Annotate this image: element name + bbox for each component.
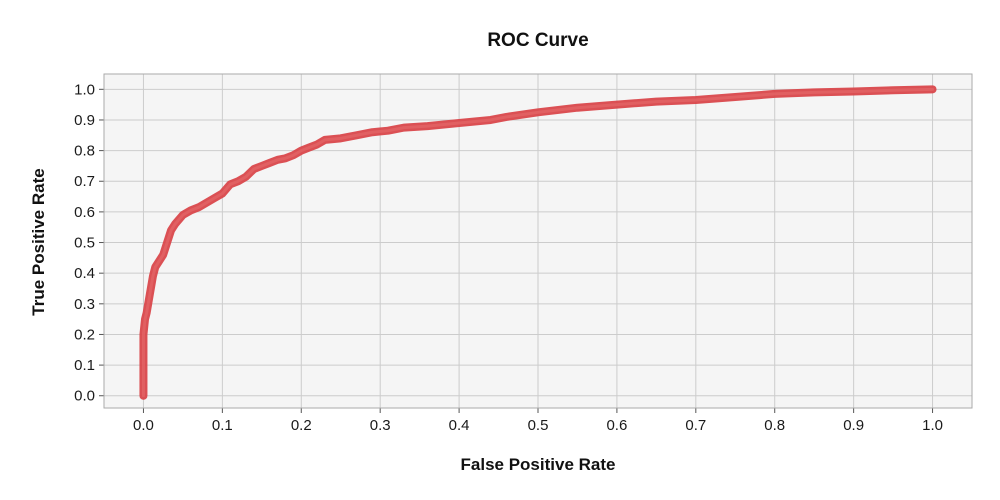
y-tick-label: 0.5 <box>74 235 95 252</box>
plot-frame <box>103 73 973 409</box>
y-tick-label: 0.3 <box>74 296 95 313</box>
y-tick-label: 0.9 <box>74 112 95 129</box>
x-tick-label: 0.8 <box>764 417 785 434</box>
x-axis-title: False Positive Rate <box>461 455 616 474</box>
x-tick-label: 0.5 <box>528 417 549 434</box>
x-tick-label: 0.7 <box>685 417 706 434</box>
roc-curve-highlight <box>141 87 935 398</box>
y-tick-label: 0.4 <box>74 265 95 282</box>
x-tick-label: 0.4 <box>449 417 470 434</box>
series-layer <box>139 85 937 400</box>
x-tick-label: 1.0 <box>922 417 943 434</box>
x-tick-label: 0.9 <box>843 417 864 434</box>
y-tick-label: 0.6 <box>74 204 95 221</box>
x-tick-label: 0.6 <box>606 417 627 434</box>
y-axis-title: True Positive Rate <box>29 168 48 315</box>
y-tick-label: 0.1 <box>74 357 95 374</box>
axis-ticks: 0.0 0.1 0.2 0.3 0.4 0.5 0.6 0.7 0.8 0.9 1.0 0.0 0.1 0… <box>74 81 943 434</box>
x-tick-label: 0.3 <box>370 417 391 434</box>
x-tick-label: 0.1 <box>212 417 233 434</box>
x-tick-label: 0.0 <box>133 417 154 434</box>
y-tick-label: 0.0 <box>74 388 95 405</box>
y-tick-label: 0.2 <box>74 326 95 343</box>
chart-title: ROC Curve <box>487 30 588 51</box>
y-tick-label: 1.0 <box>74 81 95 98</box>
grid-lines <box>104 74 972 408</box>
y-tick-label: 0.7 <box>74 173 95 190</box>
y-tick-label: 0.8 <box>74 143 95 160</box>
x-tick-label: 0.2 <box>291 417 312 434</box>
